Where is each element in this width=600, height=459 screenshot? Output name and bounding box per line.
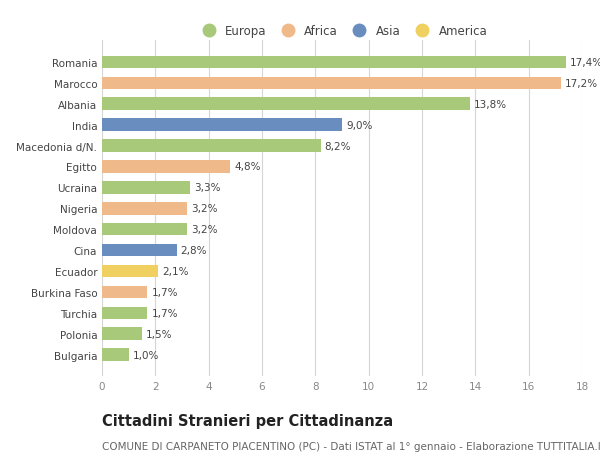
Bar xyxy=(102,244,176,257)
Text: 4,8%: 4,8% xyxy=(234,162,260,172)
Legend: Europa, Africa, Asia, America: Europa, Africa, Asia, America xyxy=(192,20,492,43)
Bar xyxy=(102,119,342,132)
Bar xyxy=(102,140,320,152)
Bar xyxy=(102,98,470,111)
Text: 2,1%: 2,1% xyxy=(162,266,188,276)
Text: 8,2%: 8,2% xyxy=(325,141,351,151)
Text: 17,4%: 17,4% xyxy=(570,58,600,68)
Text: 1,7%: 1,7% xyxy=(151,287,178,297)
Text: 1,7%: 1,7% xyxy=(151,308,178,318)
Bar xyxy=(102,286,148,298)
Bar xyxy=(102,349,128,361)
Text: 3,3%: 3,3% xyxy=(194,183,221,193)
Bar xyxy=(102,161,230,174)
Text: 17,2%: 17,2% xyxy=(565,78,598,89)
Text: 1,0%: 1,0% xyxy=(133,350,159,360)
Bar xyxy=(102,328,142,340)
Bar xyxy=(102,202,187,215)
Bar xyxy=(102,224,187,236)
Text: 9,0%: 9,0% xyxy=(346,120,373,130)
Bar xyxy=(102,182,190,194)
Text: Cittadini Stranieri per Cittadinanza: Cittadini Stranieri per Cittadinanza xyxy=(102,413,393,428)
Bar xyxy=(102,307,148,319)
Text: 2,8%: 2,8% xyxy=(181,246,207,256)
Text: COMUNE DI CARPANETO PIACENTINO (PC) - Dati ISTAT al 1° gennaio - Elaborazione TU: COMUNE DI CARPANETO PIACENTINO (PC) - Da… xyxy=(102,441,600,451)
Bar xyxy=(102,78,560,90)
Text: 3,2%: 3,2% xyxy=(191,225,218,235)
Bar xyxy=(102,265,158,278)
Text: 1,5%: 1,5% xyxy=(146,329,173,339)
Text: 3,2%: 3,2% xyxy=(191,204,218,214)
Text: 13,8%: 13,8% xyxy=(474,100,507,110)
Bar xyxy=(102,56,566,69)
